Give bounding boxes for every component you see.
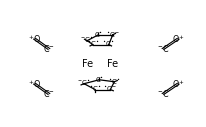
Text: $^{\bullet}$C$^{\bullet}$: $^{\bullet}$C$^{\bullet}$ [89,85,102,94]
Text: $^{+}$O: $^{+}$O [28,78,41,90]
Text: $^{\bullet}$C$^{\bullet}$: $^{\bullet}$C$^{\bullet}$ [108,77,121,86]
Text: $^{-}$C: $^{-}$C [157,43,169,54]
Text: $^{-}$C: $^{-}$C [157,89,169,99]
Text: C$^{\bullet}$: C$^{\bullet}$ [95,75,104,85]
Text: $^{\bullet}$C$^{\bullet}$: $^{\bullet}$C$^{\bullet}$ [103,40,115,49]
Text: Fe: Fe [82,59,93,69]
Text: O$^{+}$: O$^{+}$ [172,33,185,45]
Text: $^{-}$C$^{\bullet}$: $^{-}$C$^{\bullet}$ [77,79,91,89]
Text: Fe: Fe [107,59,118,69]
Text: O$^{+}$: O$^{+}$ [172,78,185,90]
Text: C$^{-}$: C$^{-}$ [43,89,55,99]
Text: $^{-}$C$^{\bullet}$: $^{-}$C$^{\bullet}$ [80,36,94,45]
Text: $^{\bullet}$C$^{-}$: $^{\bullet}$C$^{-}$ [106,30,120,40]
Text: C$^{\bullet}$: C$^{\bullet}$ [94,30,103,40]
Text: $^{\bullet}$C$^{\bullet}$: $^{\bullet}$C$^{\bullet}$ [87,40,99,49]
Text: $^{+}$O: $^{+}$O [28,33,41,45]
Text: $^{\bullet}$C$^{-}$: $^{\bullet}$C$^{-}$ [103,85,117,94]
Text: C$^{-}$: C$^{-}$ [43,43,55,54]
